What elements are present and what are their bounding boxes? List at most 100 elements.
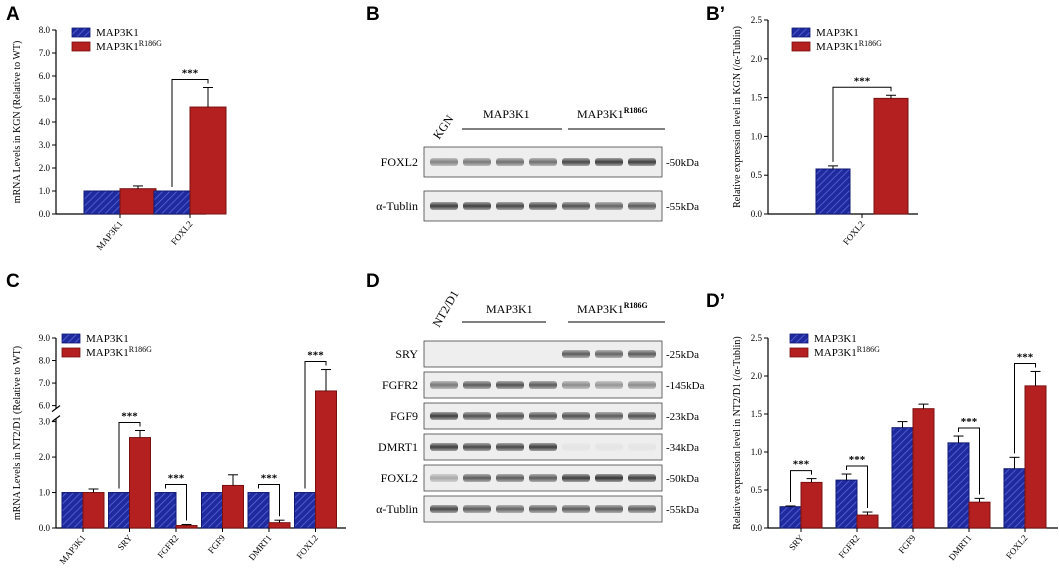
legend-label-map3k1: MAP3K1 <box>814 333 857 345</box>
blot-band <box>463 412 491 420</box>
significance-stars: *** <box>307 350 324 362</box>
significance-stars: *** <box>261 473 278 485</box>
chart-c: 0.0 1.0 2.0 3.0 6.0 7.0 8.0 9.0 mRNA Levels in N… <box>12 333 346 566</box>
blot-kda-label: -25kDa <box>666 349 699 361</box>
significance-stars: *** <box>1017 351 1034 363</box>
significance-bracket <box>1014 362 1036 454</box>
significance-bracket <box>958 427 980 495</box>
significance-bracket <box>846 465 868 509</box>
blot-band <box>562 505 590 513</box>
blot-band <box>628 474 656 482</box>
blot-band <box>562 202 590 210</box>
chart-bp: 0.0 0.5 1.0 1.5 2.0 2.5 Relative expression le… <box>732 15 918 247</box>
blot-band <box>595 412 623 420</box>
y-axis-label: mRNA Levels in KGN (Relative to WT) <box>12 41 23 204</box>
blot-kda-label: -145kDa <box>666 380 705 392</box>
blot-band <box>496 202 524 210</box>
significance-stars: *** <box>854 75 871 87</box>
y-tick-label: 1.0 <box>39 488 51 498</box>
y-tick-label: 1.0 <box>751 447 763 457</box>
blot-band <box>628 158 656 166</box>
x-tick-label: DMRT1 <box>247 533 274 562</box>
blot-band <box>496 381 524 389</box>
bar-map3k1 <box>947 442 970 529</box>
y-tick-label: 2.5 <box>751 15 763 25</box>
blot-band <box>628 412 656 420</box>
significance-stars: *** <box>849 454 866 466</box>
bar-map3k1 <box>891 427 914 529</box>
blot-band <box>529 412 557 420</box>
blot-row-label: DMRT1 <box>378 440 418 454</box>
bar-map3k1 <box>154 492 177 529</box>
significance-bracket <box>304 361 327 489</box>
lane-label-nt2d1: NT2/D1 <box>429 288 461 330</box>
blot-band <box>628 350 656 358</box>
bar-map3k1-r186g <box>315 390 337 529</box>
x-tick-label: FOXL2 <box>294 533 320 561</box>
y-tick-label: 1.0 <box>39 186 51 196</box>
lane-label-wt-d: MAP3K1 <box>486 302 533 316</box>
panel-label-a: A <box>6 4 20 25</box>
blot-band <box>463 474 491 482</box>
y-tick-label: 1.0 <box>751 131 763 141</box>
lane-label-kgn: KGN <box>430 112 457 142</box>
panel-label-d: D <box>366 271 380 292</box>
bar-map3k1 <box>779 506 802 529</box>
bar-map3k1 <box>201 492 223 529</box>
x-tick-label: MAP3K1 <box>94 219 124 252</box>
legend-label-r186g: MAP3K1R186G <box>816 39 882 53</box>
blot-band <box>595 505 623 513</box>
y-tick-label: 9.0 <box>39 333 51 343</box>
blot-kda-label: -55kDa <box>666 201 699 213</box>
y-tick-label: 2.0 <box>39 452 51 462</box>
blot-band <box>628 505 656 513</box>
bar-map3k1 <box>247 492 270 529</box>
legend-swatch-map3k1 <box>789 333 809 344</box>
blot-row-label: FOXL2 <box>381 471 418 485</box>
blot-band <box>529 381 557 389</box>
x-tick-label: FGFR2 <box>837 533 862 560</box>
legend-label-r186g: MAP3K1R186G <box>96 39 162 53</box>
blot-band <box>595 443 623 451</box>
y-tick-label: 2.0 <box>751 371 763 381</box>
legend-label-map3k1: MAP3K1 <box>96 27 139 39</box>
legend-swatch-r186g <box>791 41 811 52</box>
axis-break-mark <box>51 405 61 413</box>
bar-map3k1-r186g <box>175 525 198 529</box>
legend-swatch-r186g <box>61 347 81 358</box>
blot-band <box>496 412 524 420</box>
y-tick-label: 2.0 <box>751 54 763 64</box>
bar-map3k1-r186g <box>222 484 244 529</box>
bar-map3k1-r186g <box>82 492 105 529</box>
bar-map3k1 <box>294 492 316 529</box>
blot-band <box>463 505 491 513</box>
bar-map3k1-r186g <box>1024 385 1047 529</box>
blot-band <box>463 381 491 389</box>
blot-band <box>595 350 623 358</box>
significance-stars: *** <box>793 459 810 471</box>
y-tick-label: 0.0 <box>39 523 51 533</box>
y-tick-label: 0.0 <box>751 209 763 219</box>
blot-band <box>430 158 458 166</box>
blot-band <box>562 158 590 166</box>
y-tick-label: 5.0 <box>39 94 51 104</box>
blot-band <box>463 158 491 166</box>
bar-map3k1-r186g <box>856 514 879 529</box>
blot-band <box>595 381 623 389</box>
blot-band <box>463 202 491 210</box>
blot-kda-label: -23kDa <box>666 411 699 423</box>
x-tick-label: FOXL2 <box>841 219 867 247</box>
blot-band <box>562 381 590 389</box>
legend-swatch-map3k1 <box>71 27 91 38</box>
bar-map3k1-r186g <box>189 106 227 215</box>
x-tick-label: FGFR2 <box>156 533 181 560</box>
x-tick-label: DMRT1 <box>947 533 974 562</box>
significance-bracket <box>790 470 812 502</box>
bar-map3k1-r186g <box>912 408 935 529</box>
y-tick-label: 2.0 <box>39 163 51 173</box>
blot-band <box>595 158 623 166</box>
y-axis-label: mRNA Levels in NT2/D1 (Relative to WT) <box>12 346 23 520</box>
legend-label-map3k1: MAP3K1 <box>86 333 129 345</box>
blot-row-label: α-Tublin <box>376 199 418 213</box>
